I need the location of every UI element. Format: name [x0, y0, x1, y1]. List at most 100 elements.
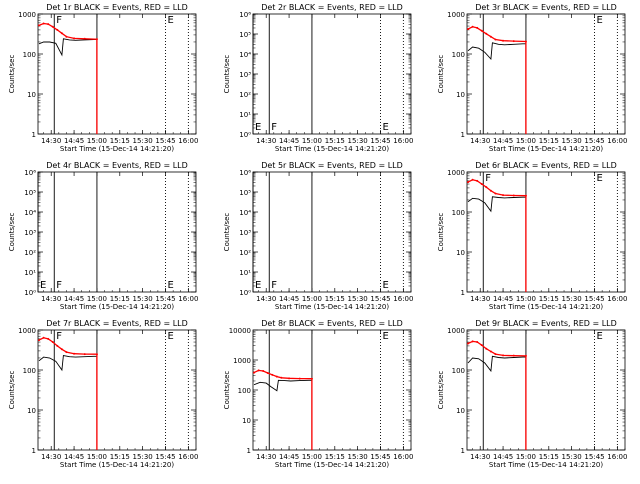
y-axis-label: Counts/sec: [223, 55, 231, 94]
marker-label: E: [383, 280, 389, 291]
panel-det-6: Det 6r BLACK = Events, RED = LLD 1 10 100 10…: [437, 161, 627, 311]
lld-point: [310, 377, 313, 380]
lld-point: [494, 353, 497, 356]
y-tick-label: 10: [456, 91, 465, 99]
lld-point: [65, 351, 68, 354]
x-tick-label: 15:15: [325, 295, 345, 303]
lld-point: [489, 35, 492, 38]
y-axis-label: Counts/sec: [8, 213, 16, 252]
panel-title: Det 6r BLACK = Events, RED = LLD: [475, 161, 617, 170]
marker-label: F: [271, 122, 277, 133]
y-tick-label: 1: [461, 131, 465, 139]
lld-point: [83, 37, 86, 40]
lld-point: [38, 339, 41, 342]
lld-point: [489, 350, 492, 353]
lld-point: [280, 376, 283, 379]
y-tick-label: 1000: [18, 327, 36, 335]
lld-point: [471, 25, 474, 28]
y-tick-label: 1000: [447, 169, 465, 177]
x-tick-label: 15:00: [302, 295, 322, 303]
y-tick-label: 10¹: [24, 269, 36, 277]
y-tick-label: 10⁵: [24, 189, 36, 197]
lld-point: [42, 336, 45, 339]
y-axis-label: Counts/sec: [8, 371, 16, 410]
series-lld-line: [467, 26, 527, 134]
lld-point: [480, 183, 483, 186]
lld-point: [494, 192, 497, 195]
lld-point: [502, 39, 505, 42]
y-tick-label: 10¹: [239, 269, 251, 277]
x-tick-label: 15:45: [584, 295, 604, 303]
panel-det-3: Det 3r BLACK = Events, RED = LLD 1 10 100 10…: [437, 3, 627, 153]
x-tick-label: 15:00: [516, 295, 536, 303]
lld-point: [524, 40, 527, 43]
lld-point: [95, 38, 98, 41]
lld-point: [47, 337, 50, 340]
lld-point: [56, 28, 59, 31]
lld-point: [83, 353, 86, 356]
marker-label: F: [56, 280, 62, 291]
lld-point: [471, 178, 474, 181]
x-tick-label: 16:00: [607, 295, 627, 303]
panel-det-4: Det 4r BLACK = Events, RED = LLD 10⁰ 10¹ 10…: [8, 161, 198, 311]
lld-point: [51, 25, 54, 28]
plot-frame: [466, 171, 626, 293]
lld-point: [51, 341, 54, 344]
x-tick-label: 15:45: [584, 453, 604, 461]
x-tick-label: 14:30: [41, 295, 61, 303]
lld-point: [467, 28, 470, 31]
lld-point: [95, 353, 98, 356]
y-axis-label: Counts/sec: [8, 55, 16, 94]
x-tick-label: 15:00: [516, 137, 536, 145]
marker-label: E: [383, 331, 389, 342]
x-axis-label: Start Time (15-Dec-14 14:21:20): [489, 145, 603, 153]
x-tick-label: 15:45: [584, 137, 604, 145]
x-tick-label: 14:30: [256, 137, 276, 145]
marker-label: F: [271, 280, 277, 291]
x-axis-label: Start Time (15-Dec-14 14:21:20): [60, 145, 174, 153]
y-axis-label: Counts/sec: [437, 371, 445, 410]
marker-label: E: [40, 280, 46, 291]
panel-det-8: Det 8r BLACK = Events, RED = LLD 1 10 100 10…: [223, 319, 413, 469]
x-tick-label: 15:45: [155, 295, 175, 303]
panel-title: Det 1r BLACK = Events, RED = LLD: [46, 3, 188, 12]
x-tick-label: 15:30: [562, 137, 582, 145]
y-axis-label: Counts/sec: [437, 55, 445, 94]
x-tick-label: 15:15: [110, 295, 130, 303]
plot-frame: [37, 329, 197, 451]
lld-point: [266, 371, 269, 374]
x-tick-label: 14:30: [256, 453, 276, 461]
x-axis-label: Start Time (15-Dec-14 14:21:20): [275, 461, 389, 469]
x-tick-label: 15:00: [87, 295, 107, 303]
lld-point: [524, 354, 527, 357]
x-tick-label: 16:00: [178, 137, 198, 145]
x-axis-label: Start Time (15-Dec-14 14:21:20): [489, 303, 603, 311]
panel-title: Det 9r BLACK = Events, RED = LLD: [475, 319, 617, 328]
x-tick-label: 15:15: [110, 453, 130, 461]
x-tick-label: 16:00: [607, 137, 627, 145]
x-tick-label: 14:30: [470, 295, 490, 303]
plot-frame: [252, 13, 412, 135]
lld-point: [485, 186, 488, 189]
lld-point: [47, 23, 50, 26]
x-tick-label: 14:45: [279, 137, 299, 145]
y-axis-label: Counts/sec: [437, 213, 445, 252]
y-tick-label: 100: [23, 367, 36, 375]
marker-label: F: [56, 15, 62, 26]
plot-frame: [37, 13, 197, 135]
marker-label: E: [168, 15, 174, 26]
panel-title: Det 3r BLACK = Events, RED = LLD: [475, 3, 617, 12]
lld-point: [502, 194, 505, 197]
lld-point: [38, 24, 41, 27]
panel-det-7: Det 7r BLACK = Events, RED = LLD 1 10 100 10…: [8, 319, 198, 469]
x-tick-label: 15:30: [348, 295, 368, 303]
y-tick-label: 1: [32, 447, 36, 455]
lld-point: [253, 371, 256, 374]
series-events-line: [38, 38, 98, 134]
lld-point: [512, 354, 515, 357]
x-tick-label: 15:30: [133, 453, 153, 461]
x-tick-label: 15:45: [370, 453, 390, 461]
x-tick-label: 14:30: [256, 295, 276, 303]
marker-label: E: [597, 15, 603, 26]
